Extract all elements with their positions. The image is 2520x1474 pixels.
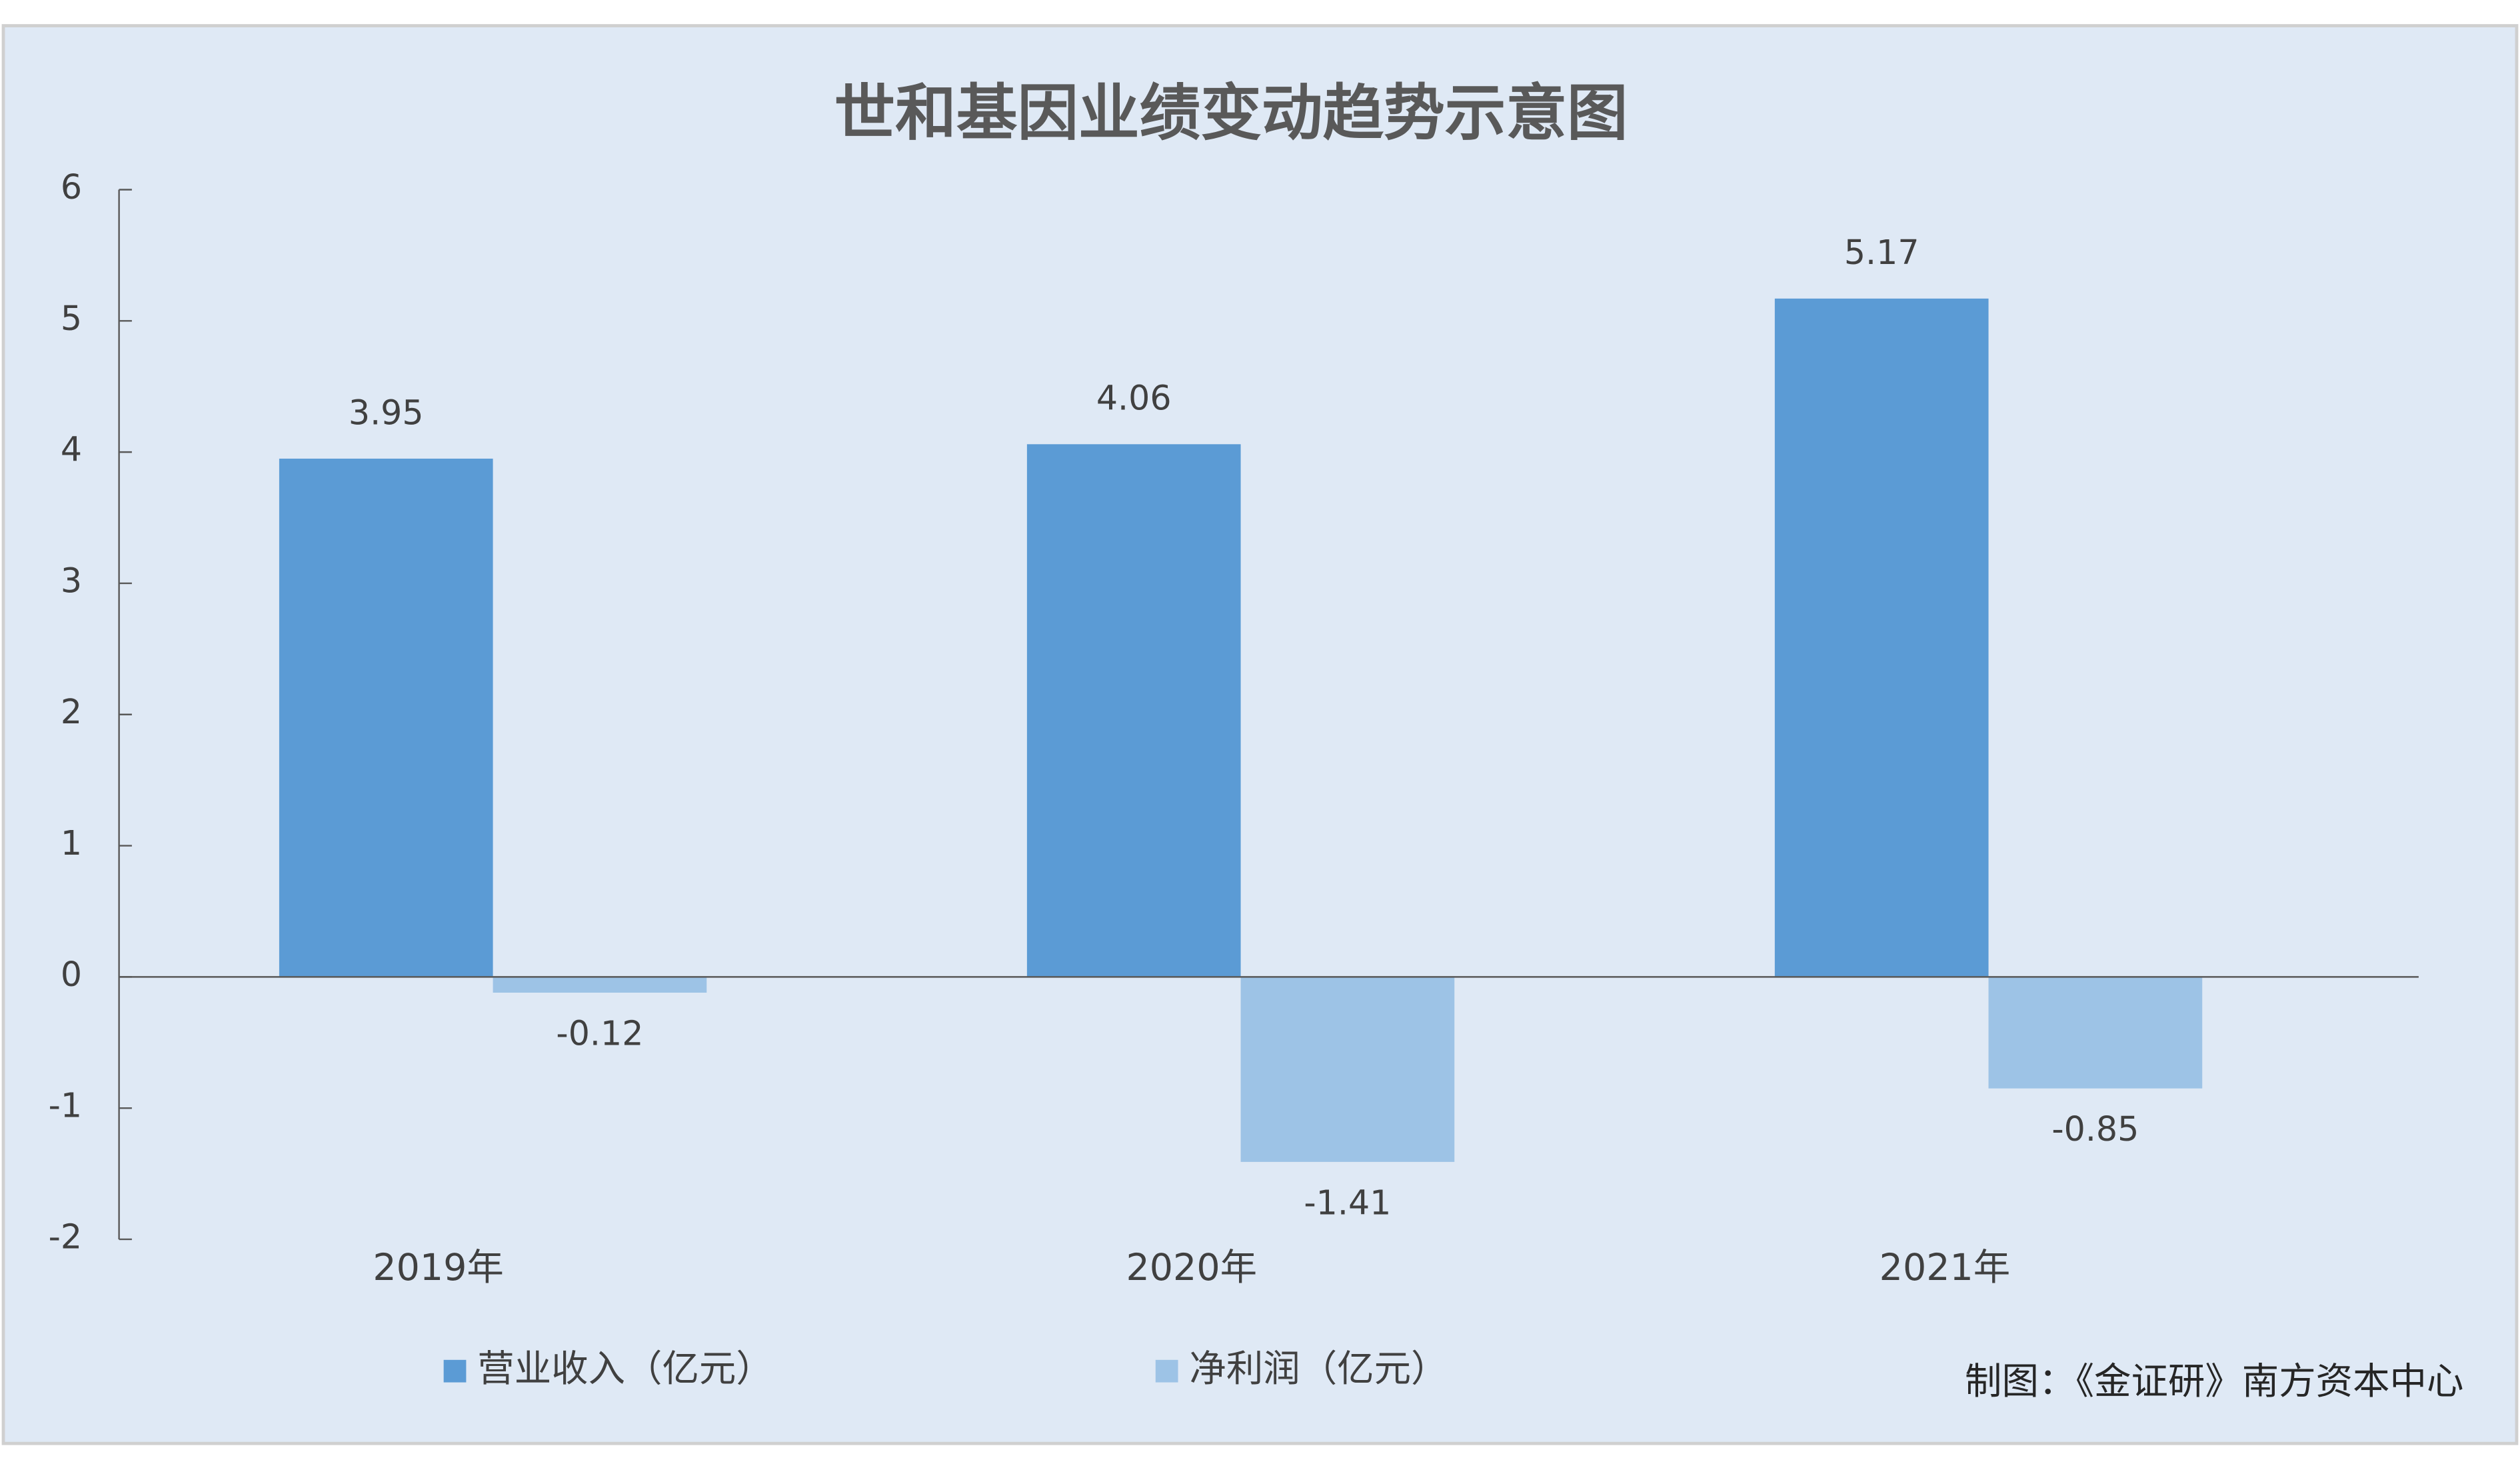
y-tick-label: 0 bbox=[61, 955, 82, 994]
data-label: -0.85 bbox=[2051, 1109, 2139, 1149]
data-label: -0.12 bbox=[556, 1014, 643, 1053]
legend-label: 净利润（亿元） bbox=[1189, 1348, 1448, 1391]
x-tick-label: 2019年 bbox=[373, 1247, 504, 1289]
bar bbox=[279, 458, 493, 977]
bar bbox=[1240, 977, 1455, 1162]
y-tick-label: -1 bbox=[49, 1086, 82, 1125]
bar bbox=[1774, 298, 1989, 977]
data-label: 4.06 bbox=[1096, 379, 1172, 418]
y-tick-label: 3 bbox=[61, 561, 82, 600]
bar bbox=[1988, 977, 2203, 1089]
legend-label: 营业收入（亿元） bbox=[477, 1348, 773, 1391]
y-tick-label: 5 bbox=[61, 299, 82, 338]
y-tick-label: 4 bbox=[61, 430, 82, 469]
chart-title: 世和基因业绩变动趋势示意图 bbox=[834, 77, 1628, 149]
legend-swatch bbox=[1155, 1359, 1178, 1383]
source-note: 制图：《金证研》南方资本中心 bbox=[1965, 1361, 2463, 1403]
data-label: -1.41 bbox=[1304, 1183, 1391, 1222]
bar bbox=[493, 977, 707, 993]
x-tick-label: 2021年 bbox=[1880, 1247, 2011, 1289]
x-tick-label: 2020年 bbox=[1126, 1247, 1258, 1289]
data-label: 3.95 bbox=[349, 393, 424, 432]
bar bbox=[1026, 444, 1241, 977]
y-tick-label: 2 bbox=[61, 692, 82, 731]
y-tick-label: -2 bbox=[49, 1217, 82, 1256]
data-label: 5.17 bbox=[1844, 233, 1919, 272]
y-tick-label: 6 bbox=[61, 167, 82, 207]
legend-swatch bbox=[443, 1359, 467, 1383]
y-tick-label: 1 bbox=[61, 823, 82, 863]
